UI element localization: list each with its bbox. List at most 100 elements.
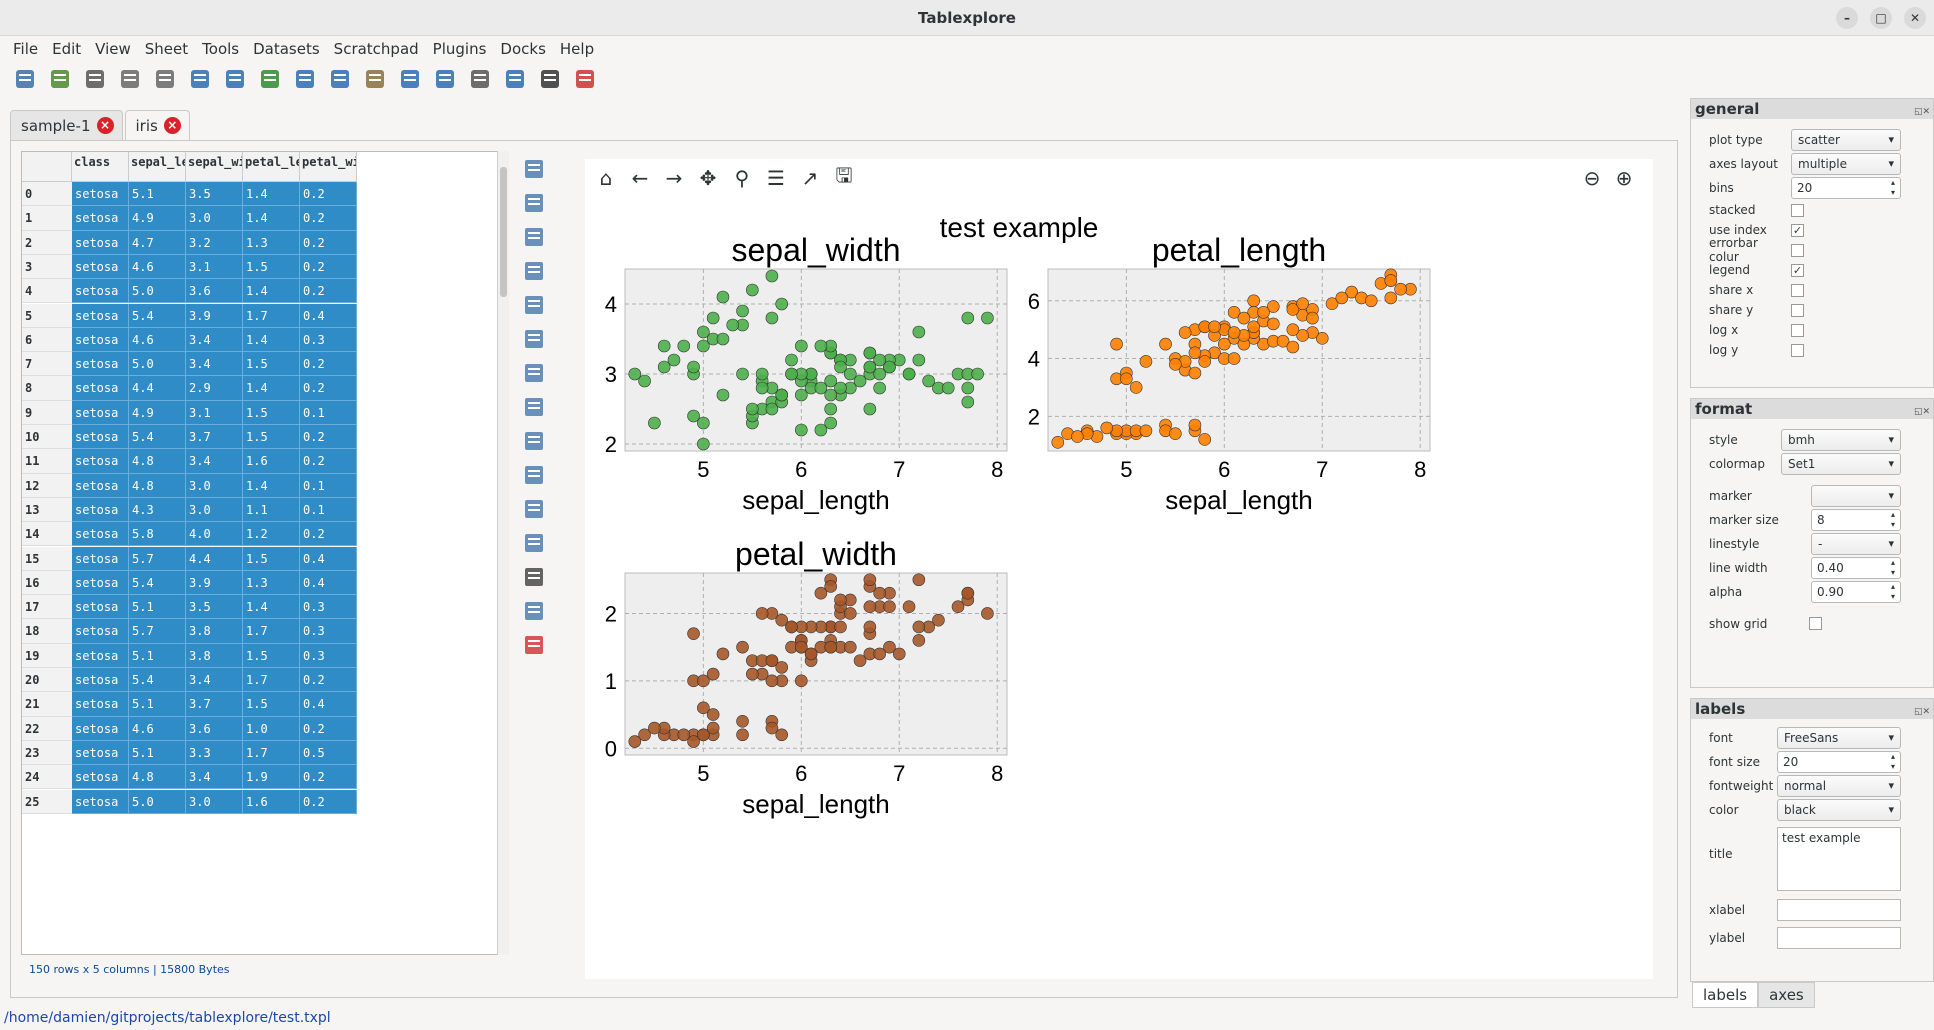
zoom-out-icon[interactable] <box>115 64 144 93</box>
table-cell[interactable]: 5.4 <box>129 303 186 328</box>
table-cell[interactable]: 0.3 <box>300 595 357 620</box>
table-cell[interactable]: 1.4 <box>243 595 300 620</box>
new-project-icon[interactable] <box>10 64 39 93</box>
table-cell[interactable]: 3.7 <box>186 425 243 450</box>
table-cell[interactable]: 3.3 <box>186 740 243 766</box>
notebook-icon[interactable] <box>465 64 494 93</box>
open-project-icon[interactable] <box>45 64 74 93</box>
table-cell[interactable]: setosa <box>72 765 129 790</box>
table-cell[interactable]: 0.3 <box>300 619 357 644</box>
table-row[interactable]: 9 setosa 4.9 3.1 1.5 0.1 <box>22 400 357 425</box>
table-cell[interactable]: setosa <box>72 546 129 571</box>
use-index-checkbox[interactable]: ✓ <box>1791 224 1804 237</box>
table-row[interactable]: 14 setosa 5.8 4.0 1.2 0.2 <box>22 522 357 547</box>
share-x-checkbox[interactable] <box>1791 284 1804 297</box>
table-row[interactable]: 10 setosa 5.4 3.7 1.5 0.2 <box>22 425 357 450</box>
row-index[interactable]: 22 <box>22 716 72 741</box>
close-tab-icon[interactable]: × <box>163 117 181 134</box>
forward-icon[interactable]: → <box>665 166 683 190</box>
menu-docks[interactable]: Docks <box>500 40 546 58</box>
line-width-spinbox[interactable]: 0.40 <box>1811 557 1901 579</box>
table-cell[interactable]: 0.2 <box>300 668 357 693</box>
table-cell[interactable]: 3.8 <box>186 619 243 644</box>
data-table[interactable]: classsepal_lensepal_widpetal_lenpetal_wi… <box>21 151 509 955</box>
tab-sample-1[interactable]: sample-1 × <box>10 110 123 140</box>
table-row[interactable]: 3 setosa 4.6 3.1 1.5 0.2 <box>22 254 357 280</box>
table-row[interactable]: 2 setosa 4.7 3.2 1.3 0.2 <box>22 230 357 255</box>
row-index[interactable]: 15 <box>22 546 72 571</box>
table-cell[interactable]: 5.1 <box>129 740 186 766</box>
row-index[interactable]: 23 <box>22 740 72 766</box>
export-excel-icon[interactable] <box>521 189 547 217</box>
table-cell[interactable]: setosa <box>72 619 129 644</box>
table-cell[interactable]: 3.4 <box>186 765 243 790</box>
table-cell[interactable]: 0.2 <box>300 230 357 255</box>
table-cell[interactable]: setosa <box>72 425 129 450</box>
zoom-in-icon[interactable] <box>150 64 179 93</box>
stacked-checkbox[interactable] <box>1791 204 1804 217</box>
row-index[interactable]: 17 <box>22 595 72 620</box>
table-cell[interactable]: 5.4 <box>129 570 186 596</box>
column-header[interactable]: class <box>72 152 129 181</box>
table-cell[interactable]: setosa <box>72 182 129 207</box>
table-cell[interactable]: setosa <box>72 376 129 401</box>
table-cell[interactable]: setosa <box>72 279 129 304</box>
table-cell[interactable]: 1.4 <box>243 279 300 304</box>
table-row[interactable]: 7 setosa 5.0 3.4 1.5 0.2 <box>22 352 357 377</box>
table-cell[interactable]: 1.9 <box>243 765 300 790</box>
maximize-icon[interactable]: □ <box>1870 7 1892 29</box>
table-cell[interactable]: 0.2 <box>300 352 357 377</box>
row-index[interactable]: 7 <box>22 352 72 377</box>
marker-select[interactable] <box>1811 485 1901 507</box>
table-cell[interactable]: 5.0 <box>129 279 186 304</box>
copy-table-icon[interactable] <box>395 64 424 93</box>
paste-icon[interactable] <box>521 223 547 251</box>
table-cell[interactable]: 1.6 <box>243 789 300 814</box>
table-cell[interactable]: 3.6 <box>186 279 243 304</box>
table-cell[interactable]: 1.7 <box>243 303 300 328</box>
table-cell[interactable]: setosa <box>72 497 129 523</box>
table-cell[interactable]: 0.4 <box>300 546 357 571</box>
show-grid-checkbox[interactable] <box>1809 617 1822 630</box>
row-index[interactable]: 11 <box>22 449 72 474</box>
table-cell[interactable]: 0.1 <box>300 400 357 425</box>
apply-icon[interactable] <box>521 495 547 523</box>
table-cell[interactable]: 4.9 <box>129 400 186 425</box>
table-cell[interactable]: 4.8 <box>129 449 186 474</box>
dock-float-icon[interactable]: ◱✕ <box>1913 107 1930 117</box>
legend-checkbox[interactable]: ✓ <box>1791 264 1804 277</box>
decrease-width-icon[interactable] <box>185 64 214 93</box>
table-cell[interactable]: 1.4 <box>243 206 300 231</box>
table-cell[interactable]: 4.6 <box>129 327 186 353</box>
table-cell[interactable]: setosa <box>72 692 129 717</box>
table-cell[interactable]: setosa <box>72 716 129 741</box>
table-cell[interactable]: 0.3 <box>300 643 357 668</box>
table-cell[interactable]: 3.9 <box>186 570 243 596</box>
table-cell[interactable]: 3.0 <box>186 497 243 523</box>
clean-icon[interactable] <box>360 64 389 93</box>
row-index[interactable]: 13 <box>22 497 72 523</box>
pivot-icon[interactable] <box>521 427 547 455</box>
table-cell[interactable]: 5.8 <box>129 522 186 547</box>
delete-icon[interactable] <box>521 631 547 659</box>
tab-labels[interactable]: labels <box>1692 982 1759 1008</box>
table-cell[interactable]: 0.2 <box>300 376 357 401</box>
column-header[interactable]: sepal_len <box>129 152 186 181</box>
table-cell[interactable]: 0.2 <box>300 789 357 814</box>
column-header[interactable]: sepal_wid <box>186 152 243 181</box>
table-cell[interactable]: 1.5 <box>243 425 300 450</box>
table-cell[interactable]: setosa <box>72 303 129 328</box>
linestyle-select[interactable]: - <box>1811 533 1901 555</box>
table-cell[interactable]: 0.1 <box>300 497 357 523</box>
row-index[interactable]: 25 <box>22 789 72 814</box>
table-cell[interactable]: 5.4 <box>129 425 186 450</box>
table-cell[interactable]: 3.6 <box>186 716 243 741</box>
table-cell[interactable]: 1.0 <box>243 716 300 741</box>
table-row[interactable]: 13 setosa 4.3 3.0 1.1 0.1 <box>22 497 357 523</box>
table-cell[interactable]: 3.4 <box>186 352 243 377</box>
tab-axes[interactable]: axes <box>1758 982 1815 1008</box>
table-row[interactable]: 6 setosa 4.6 3.4 1.4 0.3 <box>22 327 357 353</box>
table-cell[interactable]: 0.2 <box>300 765 357 790</box>
row-index[interactable]: 9 <box>22 400 72 425</box>
table-row[interactable]: 25 setosa 5.0 3.0 1.6 0.2 <box>22 789 357 814</box>
